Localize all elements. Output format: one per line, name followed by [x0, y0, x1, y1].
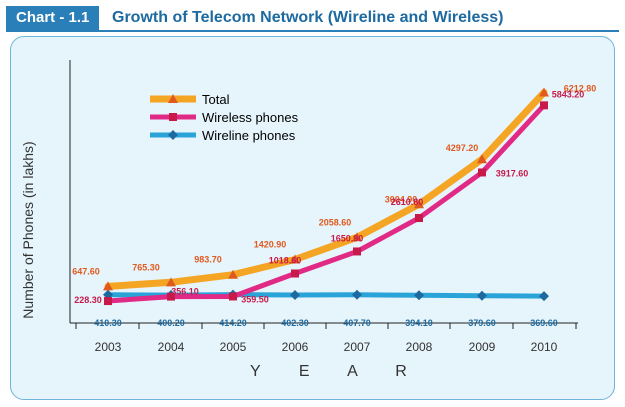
- data-label-wireline-2008: 394.10: [405, 318, 433, 328]
- data-label-total-2010: 6212.80: [564, 83, 597, 93]
- x-tick-label-2008: 2008: [406, 340, 433, 354]
- data-label-wireline-2005: 414.20: [219, 318, 247, 328]
- data-label-total-2004: 765.30: [132, 262, 160, 272]
- x-tick-label-2003: 2003: [95, 340, 122, 354]
- point-total-2005: [228, 269, 238, 279]
- legend-label-wireless: Wireless phones: [202, 110, 299, 125]
- legend-swatch-marker-wireless: [169, 113, 177, 121]
- series-line-total: [104, 89, 548, 290]
- point-wireline-2010: [539, 291, 549, 302]
- data-label-total-2003: 647.60: [72, 266, 100, 276]
- data-label-wireless-2003: 228.30: [74, 295, 102, 305]
- point-total-2007: [352, 232, 362, 242]
- point-wireless-2007: [353, 247, 361, 256]
- data-label-wireless-2006: 1018.60: [269, 255, 302, 265]
- point-total-2010: [539, 87, 549, 97]
- data-label-total-2009: 4297.20: [446, 143, 479, 153]
- point-wireless-2006: [291, 269, 299, 278]
- data-label-wireless-2004: 356.10: [171, 287, 199, 297]
- chart-number-tag: Chart - 1.1: [6, 6, 100, 30]
- point-wireless-2004: [167, 292, 175, 301]
- point-wireline-2008: [414, 290, 424, 301]
- point-total-2004: [166, 277, 176, 287]
- point-wireless-2005: [229, 292, 237, 301]
- data-label-wireline-2003: 410.30: [94, 318, 122, 328]
- data-label-wireline-2009: 379.60: [468, 318, 496, 328]
- point-wireless-2008: [415, 214, 423, 223]
- data-label-wireline-2007: 407.70: [343, 318, 371, 328]
- x-tick-label-2009: 2009: [469, 340, 496, 354]
- series-line-wireless: [105, 102, 547, 304]
- y-axis-label: Number of Phones (in lakhs): [20, 141, 36, 319]
- legend-label-total: Total: [202, 92, 230, 107]
- header-rule: [6, 30, 619, 32]
- data-label-wireless-2010: 5843.20: [552, 89, 585, 99]
- point-total-2008: [414, 199, 424, 209]
- point-wireless-2009: [478, 168, 486, 177]
- data-label-wireless-2007: 1650.90: [331, 233, 364, 243]
- x-tick-label-2006: 2006: [282, 340, 309, 354]
- x-tick-label-2005: 2005: [220, 340, 247, 354]
- data-label-wireless-2005: 359.50: [241, 294, 269, 304]
- point-wireless-2010: [540, 101, 548, 110]
- point-total-2003: [103, 281, 113, 291]
- chart-panel: [10, 36, 615, 400]
- x-tick-label-2010: 2010: [531, 340, 558, 354]
- data-label-wireline-2004: 400.20: [157, 318, 185, 328]
- data-label-wireless-2009: 3917.60: [496, 168, 529, 178]
- data-label-wireline-2010: 369.60: [530, 318, 558, 328]
- point-total-2006: [290, 254, 300, 264]
- legend-swatch-marker-wireline: [168, 130, 178, 140]
- point-wireline-2009: [477, 290, 487, 301]
- chart-title: Growth of Telecom Network (Wireline and …: [112, 9, 504, 26]
- x-tick-label-2004: 2004: [158, 340, 185, 354]
- legend-swatch-marker-total: [168, 94, 178, 103]
- legend-label-wireline: Wireline phones: [202, 128, 296, 143]
- point-wireline-2007: [352, 289, 362, 300]
- data-label-wireless-2008: 2610.80: [391, 197, 424, 207]
- point-total-2009: [477, 154, 487, 164]
- point-wireline-2006: [290, 289, 300, 300]
- data-label-total-2005: 983.70: [194, 255, 222, 265]
- x-axis-label: Y E A R: [250, 363, 424, 380]
- data-label-wireline-2006: 402.30: [281, 318, 309, 328]
- data-label-total-2008: 3004.90: [385, 194, 418, 204]
- x-tick-label-2007: 2007: [344, 340, 371, 354]
- point-wireless-2003: [104, 297, 112, 306]
- data-label-total-2006: 1420.90: [254, 239, 287, 249]
- data-label-total-2007: 2058.60: [319, 217, 352, 227]
- chart-header: Chart - 1.1 Growth of Telecom Network (W…: [0, 0, 625, 34]
